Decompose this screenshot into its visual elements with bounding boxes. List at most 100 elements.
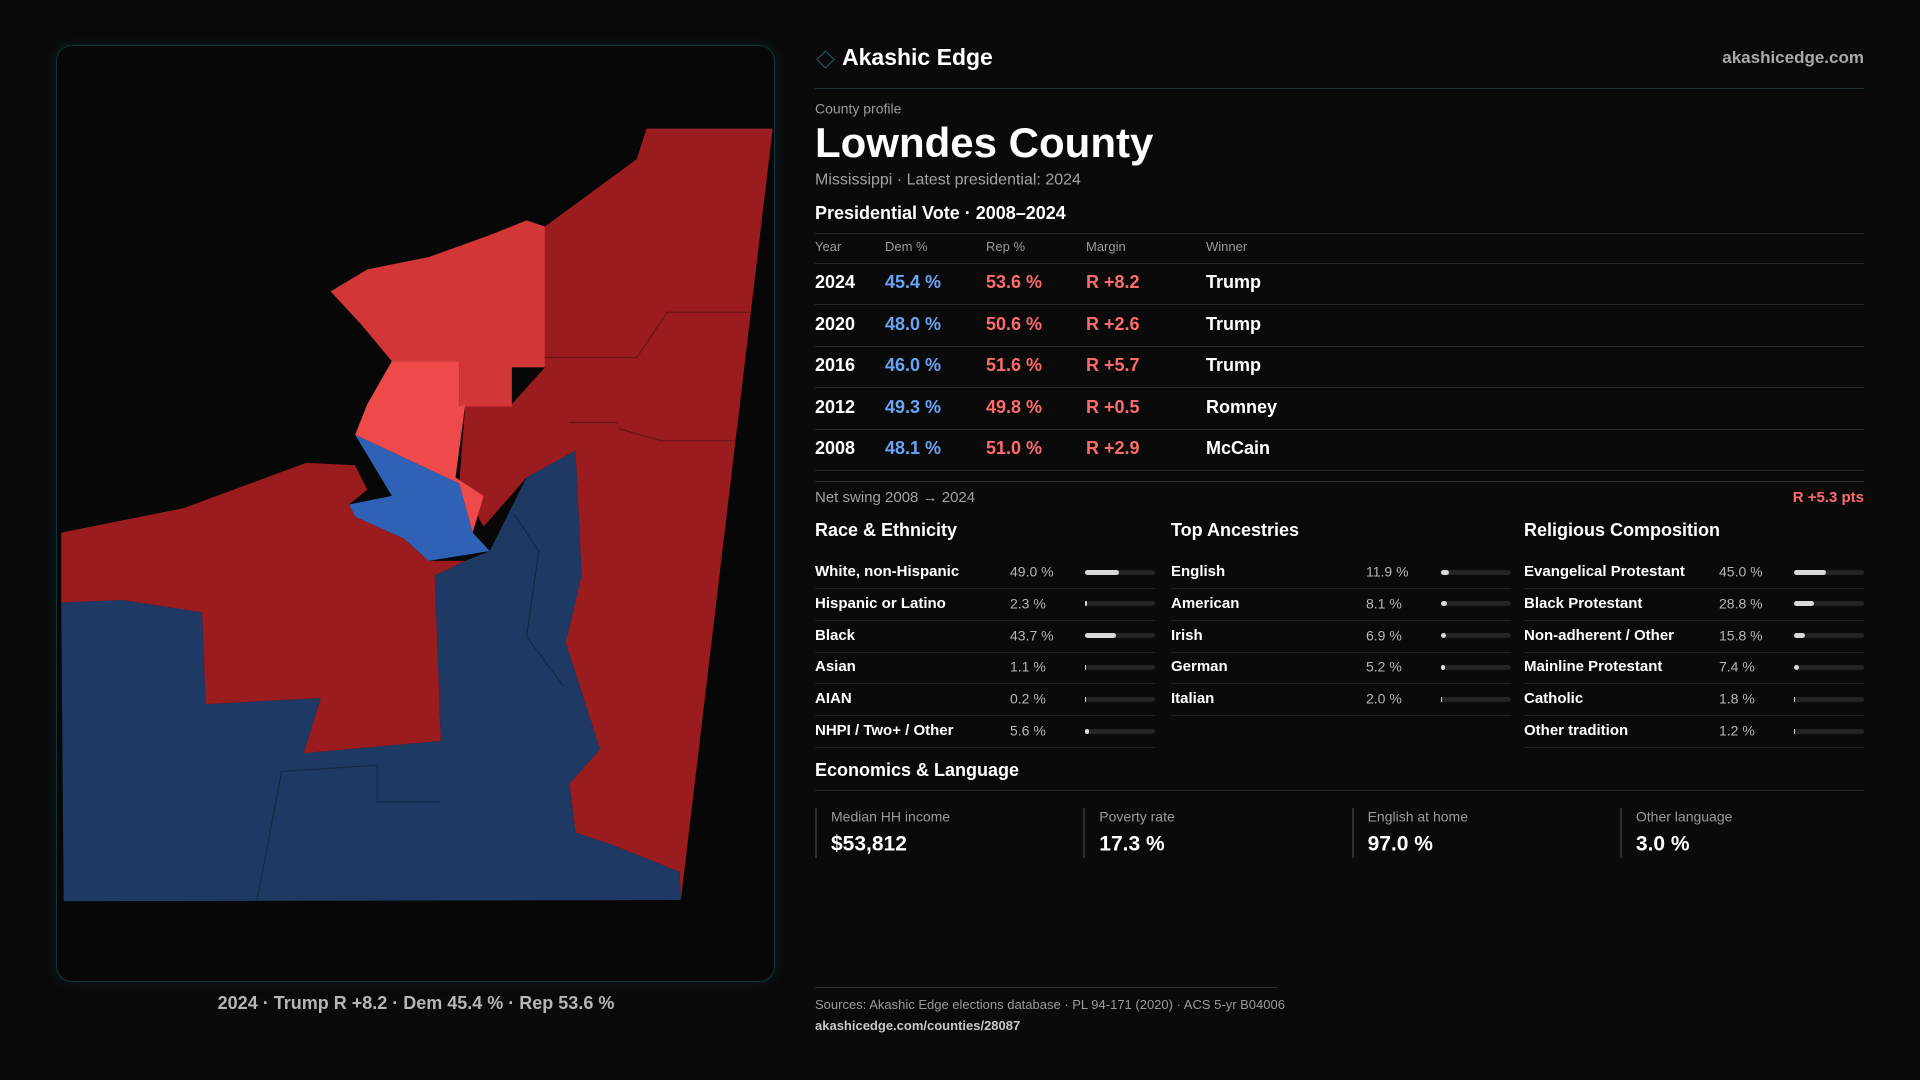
- divider: [815, 470, 1864, 472]
- table-cell: R +2.6: [1086, 313, 1140, 334]
- card-border: [1351, 808, 1354, 858]
- table-cell: 2024: [815, 272, 856, 293]
- bar: [1794, 664, 1800, 670]
- column-header: Margin: [1086, 239, 1126, 255]
- divider: [815, 588, 1155, 589]
- divider: [1524, 588, 1864, 589]
- column-header: Winner: [1206, 239, 1248, 255]
- row-name: Italian: [1171, 690, 1215, 708]
- row-value: 43.7 %: [1010, 627, 1054, 644]
- group-title: Race & Ethnicity: [815, 520, 958, 541]
- table-cell: Romney: [1206, 397, 1278, 417]
- card-label: Poverty rate: [1099, 808, 1175, 825]
- card-label: Median HH income: [831, 808, 951, 825]
- eyebrow: County profile: [815, 100, 902, 117]
- source-url: akashicedge.com/counties/28087: [815, 1018, 1021, 1034]
- table-cell: 2016: [815, 355, 856, 376]
- bar-track: [1085, 728, 1155, 734]
- row-name: German: [1171, 658, 1228, 676]
- net-swing-value: R +5.3 pts: [1792, 489, 1864, 506]
- divider: [1524, 715, 1864, 717]
- divider: [815, 88, 1864, 89]
- bar-track: [1794, 696, 1864, 702]
- bar: [1441, 601, 1447, 607]
- row-name: Non-adherent / Other: [1524, 626, 1675, 644]
- row-name: Other tradition: [1524, 722, 1629, 739]
- divider: [1524, 683, 1864, 685]
- row-name: White, non-Hispanic: [815, 563, 960, 580]
- bar-track: [1441, 633, 1511, 639]
- bar: [1441, 664, 1445, 670]
- map-caption: 2024 · Trump R +8.2 · Dem 45.4 % · Rep 5…: [217, 993, 615, 1014]
- divider: [815, 619, 1155, 621]
- bar: [1794, 569, 1826, 575]
- bar: [1085, 728, 1089, 734]
- bar: [1794, 633, 1806, 639]
- row-name: Mainline Protestant: [1524, 658, 1663, 676]
- row-value: 45.0 %: [1719, 563, 1763, 580]
- bar-track: [1441, 664, 1511, 670]
- divider: [815, 683, 1155, 685]
- bar: [1794, 728, 1795, 734]
- row-value: 5.2 %: [1366, 658, 1402, 675]
- bar-track: [1085, 569, 1155, 575]
- precinct-rep-west: [61, 462, 466, 754]
- divider: [815, 790, 1864, 791]
- row-value: 28.8 %: [1719, 595, 1763, 612]
- divider: [815, 481, 1864, 482]
- subtitle: Mississippi · Latest presidential: 2024: [815, 171, 1081, 189]
- sources: Sources: Akashic Edge elections database…: [815, 997, 1285, 1013]
- divider: [1524, 747, 1864, 748]
- bar-track: [1794, 601, 1864, 607]
- table-cell: R +2.9: [1086, 438, 1140, 459]
- table-cell: 46.0 %: [885, 355, 942, 376]
- brand-url: akashicedge.com: [1722, 47, 1864, 67]
- column-header: Year: [815, 239, 842, 255]
- row-name: AIAN: [815, 690, 852, 708]
- table-cell: 45.4 %: [885, 272, 942, 293]
- county-title: Lowndes County: [815, 118, 1154, 166]
- row-name: Evangelical Protestant: [1524, 563, 1685, 580]
- table-cell: Trump: [1206, 313, 1262, 334]
- card-label: English at home: [1367, 808, 1468, 825]
- row-name: Asian: [815, 658, 856, 676]
- bar-track: [1085, 696, 1155, 702]
- card-border: [1619, 808, 1622, 858]
- section-title: Presidential Vote · 2008–2024: [815, 203, 1066, 224]
- row-value: 0.2 %: [1010, 690, 1046, 707]
- row-name: Catholic: [1524, 690, 1584, 708]
- divider: [815, 715, 1155, 717]
- divider: [815, 651, 1155, 653]
- bar-track: [1085, 601, 1155, 607]
- divider: [815, 263, 1864, 264]
- table-cell: Trump: [1206, 355, 1262, 376]
- row-value: 2.3 %: [1010, 595, 1046, 612]
- table-cell: 2008: [815, 438, 856, 459]
- table-cell: 2020: [815, 313, 856, 334]
- bar: [1441, 696, 1443, 702]
- bar-track: [1794, 569, 1864, 575]
- divider: [1171, 683, 1511, 685]
- table-cell: R +8.2: [1086, 272, 1140, 293]
- table-cell: R +5.7: [1086, 355, 1140, 376]
- section-title: Economics & Language: [815, 760, 1020, 781]
- bar: [1794, 696, 1796, 702]
- bar: [1085, 569, 1120, 575]
- bar-track: [1441, 696, 1511, 702]
- bar-track: [1441, 601, 1511, 607]
- row-name: Black Protestant: [1524, 594, 1643, 612]
- row-value: 5.6 %: [1010, 722, 1046, 739]
- row-value: 8.1 %: [1366, 595, 1402, 612]
- divider: [1171, 715, 1511, 717]
- precinct-rep-light: [355, 361, 484, 533]
- bar: [1085, 664, 1086, 670]
- bar-track: [1441, 569, 1511, 575]
- divider: [1171, 588, 1511, 589]
- divider: [1524, 651, 1864, 653]
- bar-track: [1794, 633, 1864, 639]
- table-cell: 48.0 %: [885, 313, 942, 334]
- table-cell: 2012: [815, 397, 856, 417]
- row-name: English: [1171, 563, 1226, 580]
- divider: [815, 233, 1864, 234]
